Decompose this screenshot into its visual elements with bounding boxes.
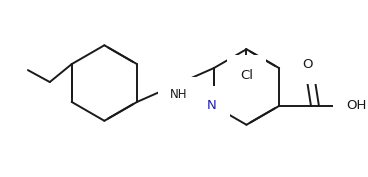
- Text: OH: OH: [347, 99, 367, 112]
- Text: N: N: [207, 99, 217, 112]
- Text: NH: NH: [170, 88, 187, 101]
- Text: O: O: [302, 58, 312, 71]
- Text: Cl: Cl: [240, 68, 253, 82]
